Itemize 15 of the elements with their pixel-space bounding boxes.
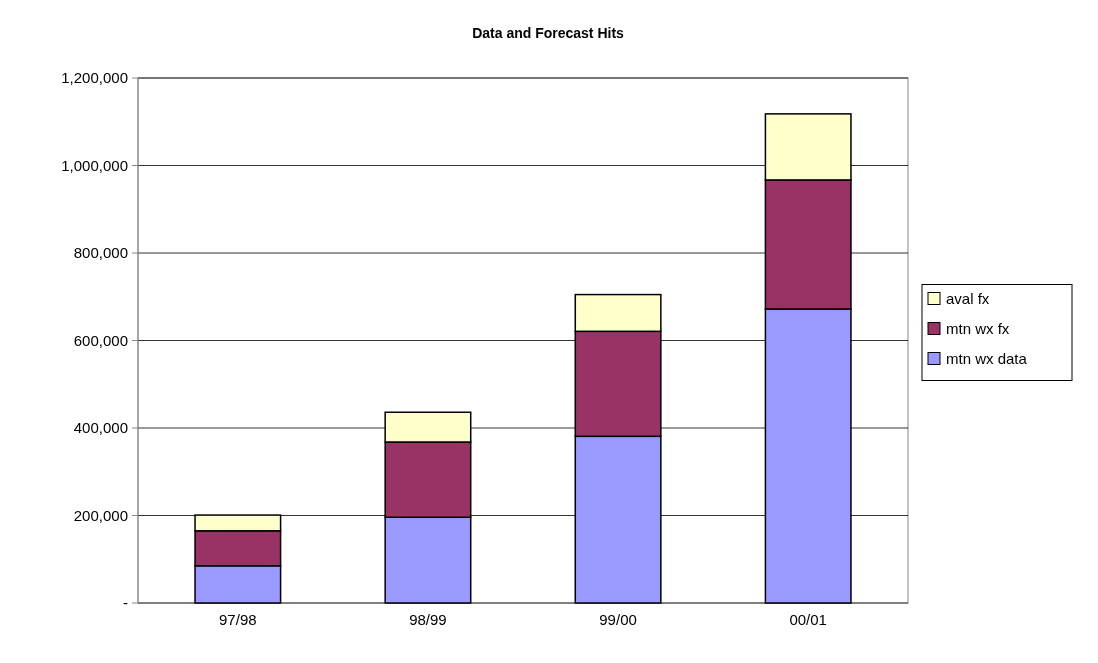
y-tick-label: 600,000 <box>73 331 128 349</box>
y-tick-label: 1,200,000 <box>61 69 128 87</box>
y-tick-label: 800,000 <box>73 244 128 262</box>
x-tick-label: 98/99 <box>409 611 447 628</box>
x-tick-label: 99/00 <box>599 611 637 628</box>
chart-title: Data and Forecast Hits <box>472 25 625 41</box>
y-tick-label: 400,000 <box>73 419 128 437</box>
y-tick-label: 200,000 <box>73 506 128 524</box>
x-tick-label: 97/98 <box>219 611 257 628</box>
legend-label: aval fx <box>946 289 990 307</box>
x-tick-label: 00/01 <box>789 611 827 628</box>
legend-label: mtn wx fx <box>946 319 1010 337</box>
y-tick-label: 1,000,000 <box>61 156 128 174</box>
legend-label: mtn wx data <box>946 349 1028 367</box>
y-tick-label: - <box>123 594 128 612</box>
